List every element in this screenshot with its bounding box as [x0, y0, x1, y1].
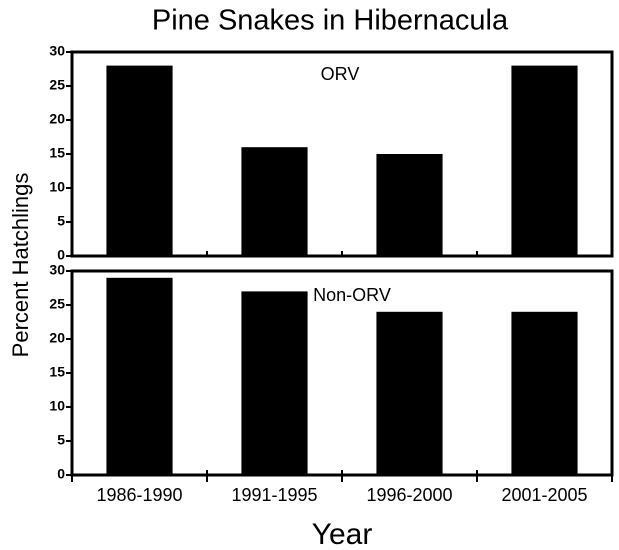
y-tick-label: 10 [49, 179, 65, 195]
y-tick-label: 25 [49, 77, 65, 93]
x-tick-label: 1986-1990 [96, 485, 182, 505]
y-axis-label: Percent Hatchlings [8, 173, 33, 358]
y-tick-label: 15 [49, 364, 65, 380]
bar [376, 311, 443, 475]
y-tick-label: 0 [57, 466, 65, 482]
x-tick-label: 1991-1995 [231, 485, 317, 505]
panel-label: ORV [321, 64, 360, 84]
y-tick-label: 30 [49, 43, 65, 59]
bar [376, 154, 443, 256]
y-tick-label: 10 [49, 398, 65, 414]
y-tick-label: 5 [57, 213, 65, 229]
bar [241, 291, 308, 475]
x-tick-label: 1996-2000 [366, 485, 452, 505]
y-tick-label: 25 [49, 296, 65, 312]
y-tick-label: 30 [49, 262, 65, 278]
bar [511, 65, 578, 256]
x-axis-label: Year [312, 518, 373, 550]
panel-label: Non-ORV [313, 285, 391, 305]
bar [106, 277, 173, 475]
bar [511, 311, 578, 475]
y-tick-label: 15 [49, 145, 65, 161]
bar [106, 65, 173, 256]
chart-title: Pine Snakes in Hibernacula [152, 5, 509, 37]
y-tick-label: 20 [49, 330, 65, 346]
y-tick-label: 5 [57, 432, 65, 448]
y-tick-label: 0 [57, 247, 65, 263]
bar [241, 147, 308, 256]
x-tick-label: 2001-2005 [501, 485, 587, 505]
y-tick-label: 20 [49, 111, 65, 127]
